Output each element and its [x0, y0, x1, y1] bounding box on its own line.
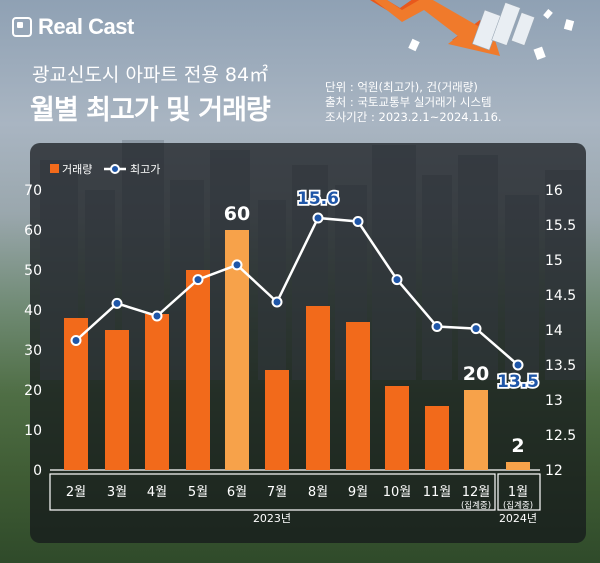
- year-label-2024: 2024년: [499, 512, 537, 525]
- max-price-point: [512, 359, 524, 371]
- y-left-tick-label: 0: [33, 463, 42, 479]
- volume-bar: [105, 330, 129, 470]
- meta-unit: 단위 : 억원(최고가), 건(거래량): [325, 80, 478, 94]
- max-price-point: [70, 335, 82, 346]
- x-tick-label: 9월: [348, 485, 368, 500]
- x-tick-label: 6월: [227, 485, 247, 500]
- x-tick-label: 7월: [267, 485, 287, 500]
- brand-logo: Real Cast: [12, 14, 134, 40]
- y-right-tick-label: 15.5: [545, 218, 576, 234]
- x-tick-note: (집계중): [461, 500, 491, 511]
- price-data-label: 13.5: [497, 372, 539, 392]
- x-tick-label: 5월: [188, 485, 208, 500]
- max-price-point: [391, 274, 403, 286]
- x-tick-label: 1월: [508, 485, 528, 500]
- price-data-label: 15.6: [297, 189, 339, 209]
- x-tick-label: 10월: [383, 485, 412, 500]
- legend-bar-swatch: [50, 164, 59, 173]
- x-tick-label: 11월: [423, 485, 452, 500]
- x-tick-label: 8월: [308, 485, 328, 500]
- max-price-point: [192, 274, 204, 286]
- max-price-point: [352, 216, 364, 227]
- y-right-tick-label: 12.5: [545, 428, 576, 444]
- y-right-tick-label: 13.5: [545, 358, 576, 374]
- chart-metadata: 단위 : 억원(최고가), 건(거래량) 출처 : 국토교통부 실거래가 시스템…: [325, 80, 502, 125]
- volume-bar: [385, 386, 409, 470]
- volume-bar: [186, 270, 210, 470]
- legend-line-label: 최고가: [130, 163, 160, 176]
- max-price-point: [231, 259, 243, 271]
- y-right-tick-label: 14.5: [545, 288, 576, 304]
- volume-data-label: 20: [463, 363, 489, 385]
- volume-bar: [425, 406, 449, 470]
- y-right-tick-label: 14: [545, 323, 563, 339]
- volume-data-label: 60: [224, 203, 250, 225]
- chart-subtitle: 광교신도시 아파트 전용 84㎡: [32, 64, 269, 86]
- max-price-line: [75, 216, 519, 366]
- y-left-tick-label: 20: [24, 383, 42, 399]
- y-left-tick-label: 30: [24, 343, 42, 359]
- x-tick-label: 4월: [147, 485, 167, 500]
- x-axis-box-2023: [49, 473, 496, 511]
- legend-bar-label: 거래량: [62, 163, 92, 176]
- chart-title: 월별 최고가 및 거래량: [30, 95, 271, 126]
- y-left-tick-label: 40: [24, 303, 42, 319]
- volume-data-label: 2: [511, 435, 524, 457]
- falling-arrow-graphic: [330, 0, 575, 61]
- y-right-tick-label: 12: [545, 463, 563, 479]
- y-left-tick-label: 70: [24, 183, 42, 199]
- meta-source: 출처 : 국토교통부 실거래가 시스템: [325, 95, 492, 109]
- volume-bar: [145, 314, 169, 470]
- y-right-tick-label: 13: [545, 393, 563, 409]
- year-label-2023: 2023년: [253, 512, 291, 525]
- x-tick-label: 12월: [462, 485, 491, 500]
- volume-bar: [265, 370, 289, 470]
- y-left-tick-label: 10: [24, 423, 42, 439]
- max-price-point: [271, 296, 283, 308]
- volume-bar: [306, 306, 330, 470]
- max-price-point: [151, 310, 163, 322]
- chart-legend: 거래량 최고가: [50, 163, 160, 176]
- y-left-tick-label: 50: [24, 263, 42, 279]
- y-right-tick-label: 16: [545, 183, 563, 199]
- y-left-tick-label: 60: [24, 223, 42, 239]
- volume-bar: [346, 322, 370, 470]
- x-tick-label: 3월: [107, 485, 127, 500]
- max-price-point: [111, 297, 123, 309]
- max-price-point: [312, 212, 324, 224]
- logo-icon: [12, 17, 32, 37]
- x-axis-box-2024: [497, 473, 541, 511]
- volume-bar: [464, 390, 488, 470]
- y-right-tick-label: 15: [545, 253, 563, 269]
- max-price-point: [470, 323, 482, 335]
- meta-period: 조사기간 : 2023.2.1~2024.1.16.: [325, 110, 502, 124]
- max-price-point: [431, 321, 443, 332]
- volume-bar: [506, 462, 530, 470]
- legend-line-marker: [110, 164, 120, 174]
- logo-text: Real Cast: [38, 14, 134, 39]
- x-tick-note: (집계중): [503, 500, 533, 511]
- x-tick-label: 2월: [66, 485, 86, 500]
